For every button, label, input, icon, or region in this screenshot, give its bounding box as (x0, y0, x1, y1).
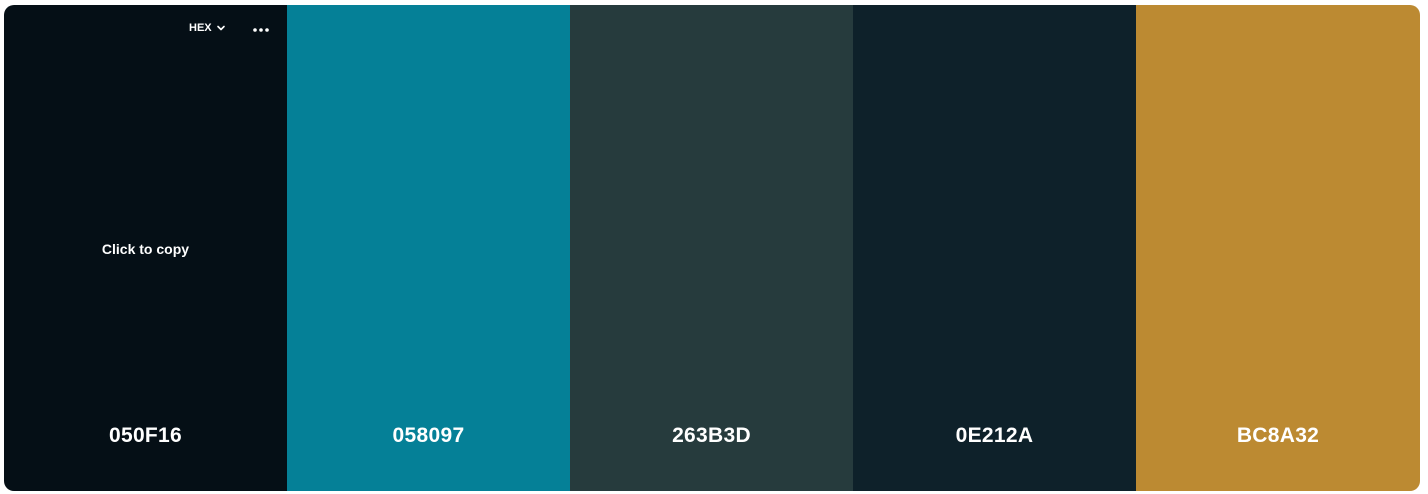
hex-code: 058097 (392, 424, 465, 447)
hex-code: 263B3D (672, 424, 751, 447)
swatch-4[interactable]: 0E212A (853, 5, 1136, 491)
swatch-2[interactable]: 058097 (287, 5, 570, 491)
more-horizontal-icon[interactable] (250, 21, 272, 39)
hex-code: 050F16 (108, 424, 183, 447)
format-label: HEX (189, 22, 212, 34)
hex-code: 0E212A (955, 424, 1034, 447)
format-toggle[interactable]: HEX (189, 22, 226, 34)
swatch-3[interactable]: 263B3D (570, 5, 853, 491)
color-palette: HEX Click to copy 050F16 058097 263B3D 0… (4, 5, 1420, 491)
swatch-5[interactable]: BC8A32 (1136, 5, 1420, 491)
swatch-1[interactable]: HEX Click to copy 050F16 (4, 5, 287, 491)
hex-code: BC8A32 (1236, 424, 1320, 447)
click-to-copy-hint: Click to copy (101, 241, 190, 257)
chevron-down-icon (216, 25, 225, 31)
